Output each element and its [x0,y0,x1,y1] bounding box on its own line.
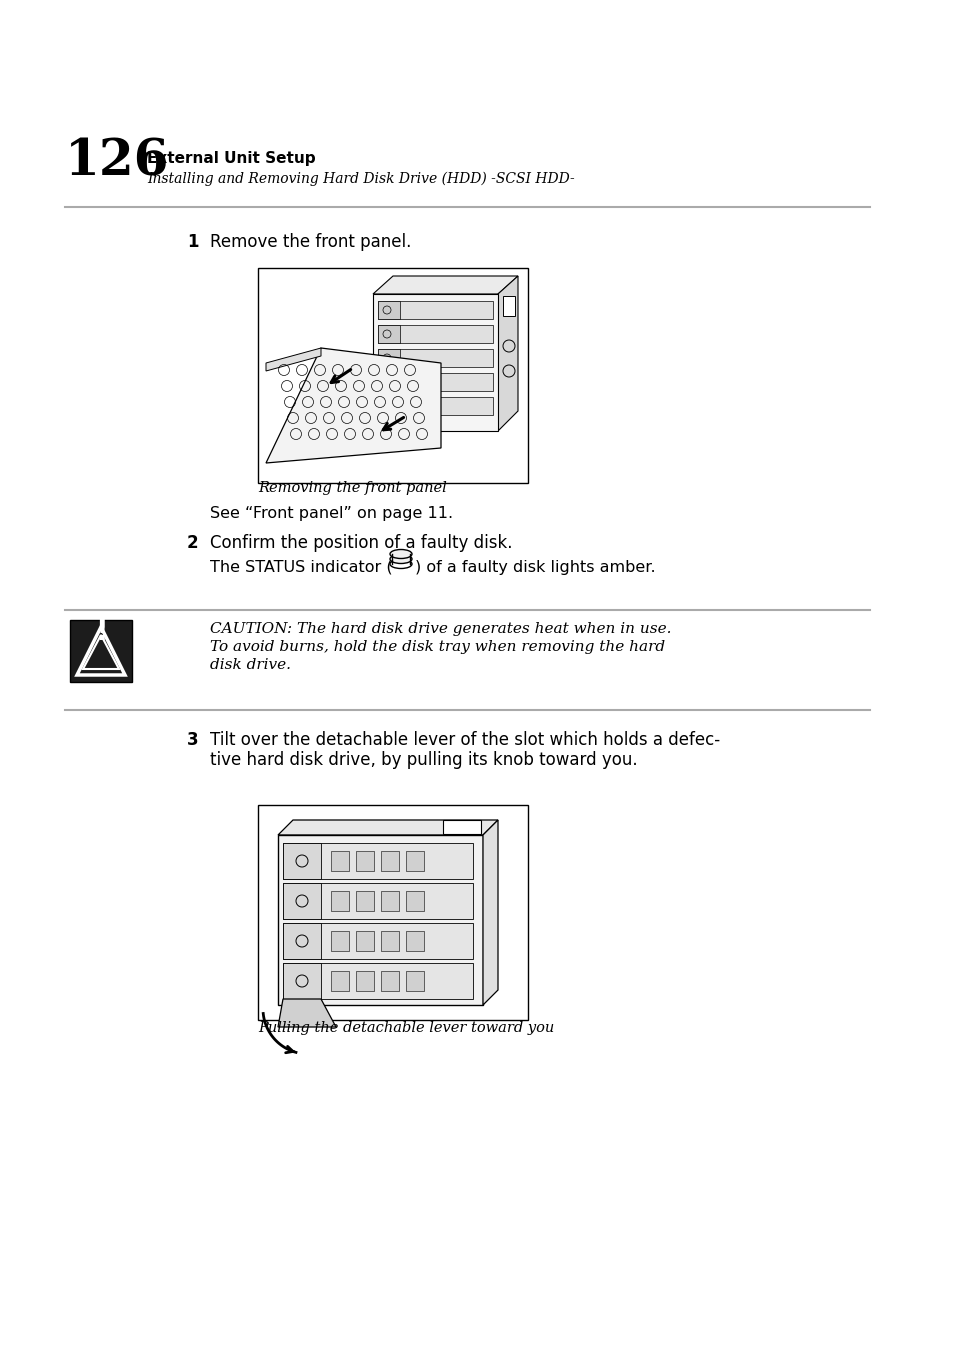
Polygon shape [277,820,497,835]
Bar [331,931,349,951]
Polygon shape [497,276,517,431]
Bar [406,971,423,992]
Bar [70,620,132,682]
Bar [406,892,423,911]
Bar [377,326,493,343]
Bar [355,892,374,911]
Text: Installing and Removing Hard Disk Drive (HDD) -SCSI HDD-: Installing and Removing Hard Disk Drive … [147,172,574,186]
Bar [283,884,320,919]
Text: Removing the front panel: Removing the front panel [257,481,446,494]
Bar [377,373,399,390]
Text: 2: 2 [187,534,198,553]
Bar [283,843,473,880]
Bar [331,892,349,911]
Bar [502,296,515,316]
Text: ) of a faulty disk lights amber.: ) of a faulty disk lights amber. [415,561,655,576]
Bar [283,923,473,959]
Bar [406,851,423,871]
Polygon shape [277,835,482,1005]
Bar [380,851,398,871]
Bar [380,892,398,911]
Bar [377,373,493,390]
Bar [377,326,399,343]
Text: See “Front panel” on page 11.: See “Front panel” on page 11. [210,507,453,521]
Bar [377,301,493,319]
Bar [283,963,473,998]
Bar [331,851,349,871]
Text: External Unit Setup: External Unit Setup [147,151,315,166]
Text: To avoid burns, hold the disk tray when removing the hard: To avoid burns, hold the disk tray when … [210,640,664,654]
Text: 3: 3 [187,731,198,748]
Text: Pulling the detachable lever toward you: Pulling the detachable lever toward you [257,1021,554,1035]
Text: disk drive.: disk drive. [210,658,291,671]
Polygon shape [373,295,497,431]
Bar [283,963,320,998]
Polygon shape [266,349,440,463]
Bar [377,397,493,415]
Bar [377,349,493,367]
Bar [283,884,473,919]
Polygon shape [482,820,497,1005]
Bar [355,931,374,951]
Text: 1: 1 [187,232,198,251]
Bar [355,971,374,992]
Polygon shape [277,998,335,1027]
Ellipse shape [390,550,412,558]
Bar [380,971,398,992]
Bar [377,349,399,367]
Bar [283,843,320,880]
Text: Tilt over the detachable lever of the slot which holds a defec-: Tilt over the detachable lever of the sl… [210,731,720,748]
Bar [257,267,527,484]
Bar [380,931,398,951]
Text: tive hard disk drive, by pulling its knob toward you.: tive hard disk drive, by pulling its kno… [210,751,637,769]
Polygon shape [83,635,119,669]
Bar [406,931,423,951]
Bar [257,805,527,1020]
Text: Remove the front panel.: Remove the front panel. [210,232,411,251]
Text: The STATUS indicator (: The STATUS indicator ( [210,561,393,576]
Text: 126: 126 [65,136,170,186]
Text: Confirm the position of a faulty disk.: Confirm the position of a faulty disk. [210,534,512,553]
Polygon shape [373,276,517,295]
Bar [283,923,320,959]
Text: CAUTION: The hard disk drive generates heat when in use.: CAUTION: The hard disk drive generates h… [210,621,671,636]
Text: !: ! [94,617,107,646]
Bar [355,851,374,871]
Ellipse shape [390,554,412,563]
Bar [377,301,399,319]
Bar [331,971,349,992]
Polygon shape [266,349,320,372]
Bar [377,397,399,415]
Bar [442,820,480,834]
